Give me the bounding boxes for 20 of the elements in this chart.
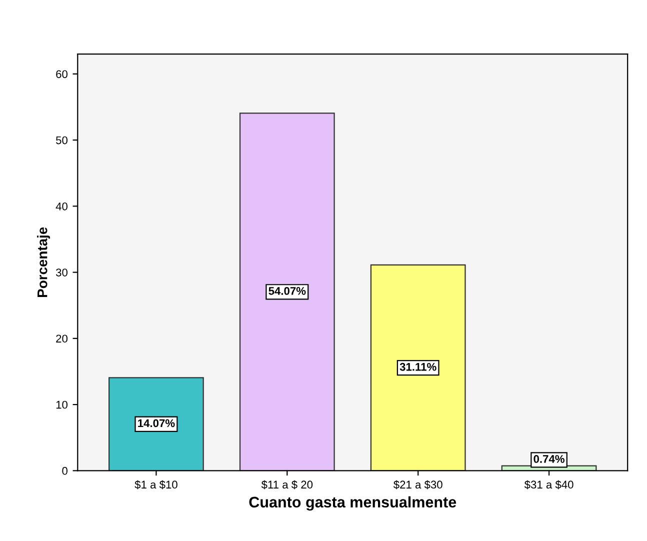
x-axis-title: Cuanto gasta mensualmente	[249, 496, 456, 511]
y-tick-label: 40	[56, 202, 68, 210]
data-label: 31.11%	[400, 362, 436, 371]
y-tick-label: 50	[56, 136, 68, 144]
data-label: 14.07%	[138, 419, 175, 428]
data-label: 0.74%	[534, 455, 564, 463]
x-tick-label: $1 a $10	[134, 480, 178, 490]
x-tick-label: $21 a $30	[393, 480, 442, 490]
x-tick-label: $11 a $ 20	[261, 480, 313, 490]
bar	[239, 112, 335, 471]
y-axis-title: Porcentaje	[37, 227, 50, 297]
y-tick-label: 60	[56, 70, 68, 78]
y-tick-label: 20	[56, 334, 68, 343]
y-tick-label: 0	[62, 466, 68, 475]
y-tick-label: 10	[56, 400, 68, 409]
data-label: 54.07%	[268, 287, 306, 295]
y-tick-label: 30	[56, 268, 68, 276]
bar	[108, 377, 204, 471]
bar	[370, 264, 466, 471]
x-tick-label: $31 a $40	[524, 480, 574, 490]
